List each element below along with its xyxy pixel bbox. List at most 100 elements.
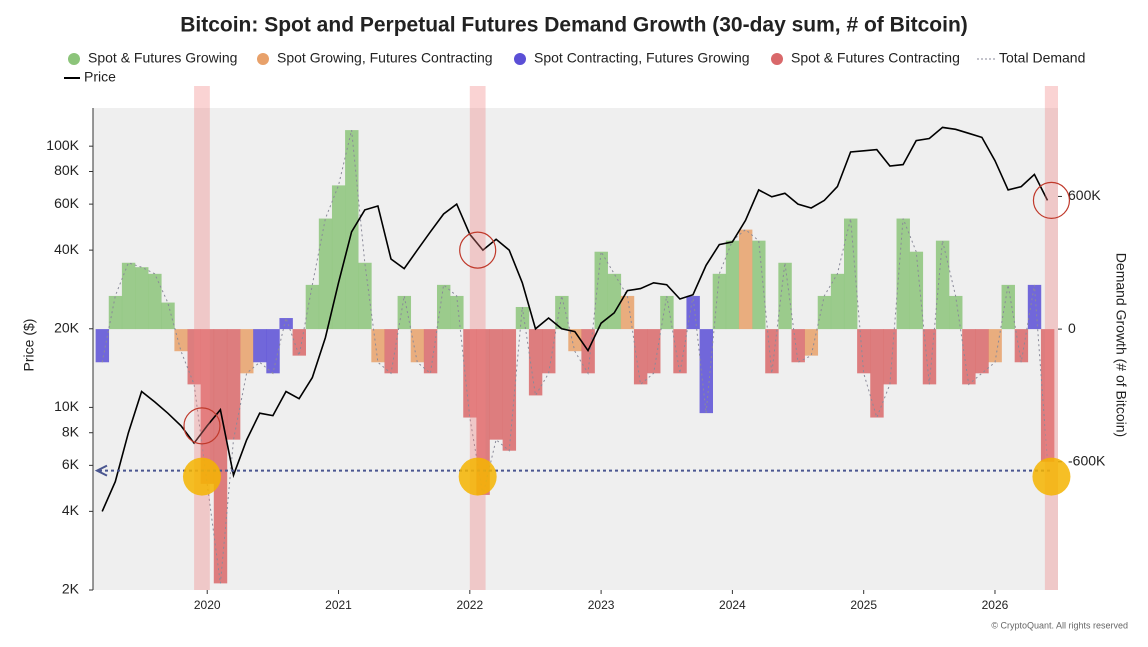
demand-bar (384, 329, 398, 374)
demand-bar (187, 329, 201, 385)
y-tick-label: 100K (46, 137, 79, 153)
demand-bar (843, 218, 858, 330)
demand-bar (161, 302, 175, 330)
demand-bar (909, 251, 924, 330)
price-circle (459, 231, 497, 269)
y-axis-label: Price ($) (21, 319, 37, 372)
legend-swatch (771, 53, 783, 65)
demand-bar (778, 262, 792, 330)
highlight-band (1044, 86, 1058, 590)
highlight-band (469, 86, 486, 590)
demand-bar (975, 329, 989, 374)
demand-bar (305, 284, 320, 330)
demand-bar (213, 329, 228, 584)
demand-bar (699, 329, 714, 414)
demand-bar (240, 329, 254, 374)
x-tick-label: 2026 (982, 598, 1009, 612)
demand-bar (673, 329, 687, 374)
demand-bar (922, 329, 937, 385)
y-tick-label: 8K (62, 423, 80, 439)
price-line (101, 126, 1049, 512)
demand-bar (568, 329, 582, 352)
x-tick-label: 2022 (456, 598, 483, 612)
demand-bar (830, 273, 845, 330)
demand-bar (1040, 329, 1055, 462)
y2-tick-label: 0 (1068, 320, 1076, 336)
demand-bar (935, 240, 950, 330)
y-tick-label: 80K (54, 162, 80, 178)
demand-bar (135, 267, 149, 330)
demand-bar (1014, 329, 1029, 363)
copyright: © CryptoQuant. All rights reserved (991, 620, 1128, 630)
legend-label: Total Demand (999, 50, 1085, 66)
legend-swatch (68, 53, 80, 65)
demand-bar (476, 329, 490, 495)
demand-bar (331, 185, 346, 330)
demand-bar (712, 273, 727, 330)
demand-bar (358, 262, 372, 330)
legend-swatch (514, 53, 526, 65)
demand-bar (148, 273, 162, 330)
y2-tick-label: -600K (1068, 452, 1106, 468)
demand-bar (450, 295, 464, 330)
demand-bar (896, 218, 910, 330)
highlight-dot (1032, 457, 1071, 496)
x-tick-label: 2023 (588, 598, 615, 612)
demand-bar (752, 240, 766, 330)
demand-bar (463, 329, 477, 418)
demand-bar (660, 295, 674, 330)
demand-bar (397, 295, 412, 330)
demand-bar (371, 329, 385, 363)
demand-bar (725, 240, 740, 330)
x-tick-label: 2020 (194, 598, 221, 612)
x-tick-label: 2021 (325, 598, 352, 612)
legend-label: Spot & Futures Contracting (791, 50, 960, 66)
demand-bar (515, 306, 530, 330)
legend-label: Spot Contracting, Futures Growing (534, 50, 750, 66)
y-tick-label: 20K (54, 319, 80, 335)
demand-bar (949, 295, 963, 330)
demand-bar (174, 329, 188, 352)
legend-swatch (257, 53, 269, 65)
demand-bar (555, 295, 569, 330)
legend-label: Spot Growing, Futures Contracting (277, 50, 493, 66)
demand-bar (857, 329, 871, 374)
y-tick-label: 40K (54, 241, 80, 257)
demand-bar (738, 229, 753, 330)
demand-bar (108, 295, 123, 330)
legend-label: Spot & Futures Growing (88, 50, 237, 66)
demand-bar (410, 329, 425, 363)
demand-bar (542, 329, 556, 374)
demand-bar (686, 295, 700, 330)
y-tick-label: 60K (54, 195, 80, 211)
demand-bar (647, 329, 661, 374)
legend-label: Price (84, 69, 116, 85)
price-circle (183, 407, 221, 445)
x-tick-label: 2025 (850, 598, 877, 612)
y2-tick-label: 600K (1068, 187, 1101, 203)
y-tick-label: 2K (62, 581, 80, 597)
demand-bar (502, 329, 517, 451)
highlight-dot (182, 457, 221, 496)
chart-title: Bitcoin: Spot and Perpetual Futures Dema… (180, 14, 968, 37)
demand-bar (423, 329, 438, 374)
demand-bar (95, 329, 110, 363)
highlight-band (194, 86, 210, 590)
y-tick-label: 4K (62, 502, 80, 518)
demand-bar (817, 295, 832, 330)
demand-bar (1027, 284, 1042, 330)
y-tick-label: 6K (62, 456, 80, 472)
highlight-dot (458, 457, 497, 496)
price-circle (1032, 181, 1071, 220)
demand-bar (253, 329, 267, 363)
demand-bar (804, 329, 819, 356)
demand-bar (528, 329, 543, 396)
demand-bar (200, 329, 215, 484)
demand-bar (594, 251, 608, 330)
demand-bar (791, 329, 805, 363)
demand-bar (345, 130, 359, 330)
demand-bar (279, 318, 293, 330)
demand-bar (607, 273, 622, 330)
